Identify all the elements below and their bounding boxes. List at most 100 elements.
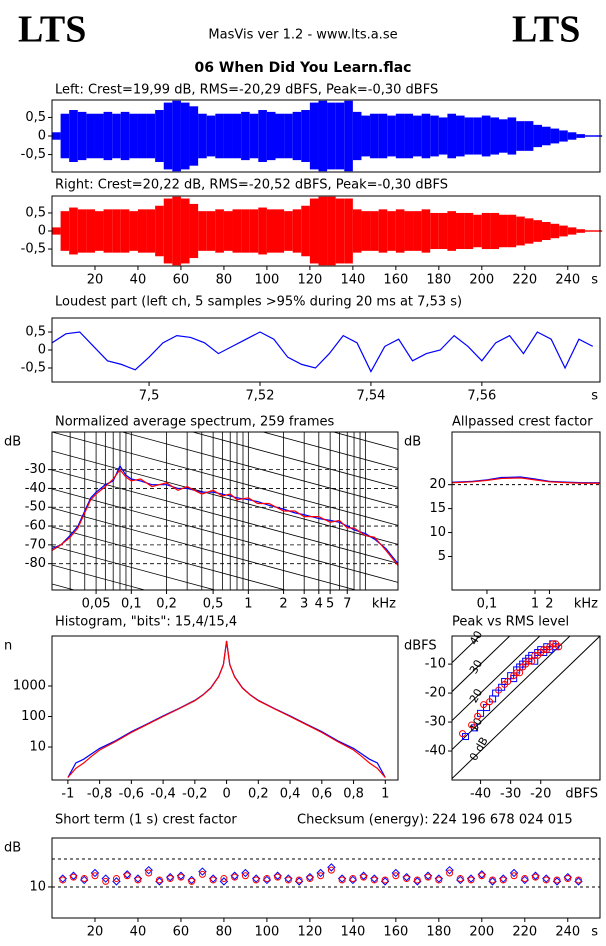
point [521,875,529,883]
x-tick-label: 100 [254,925,279,940]
waveform-bin [421,113,431,159]
waveform-bin [232,209,242,253]
point [564,875,572,883]
point [134,876,142,884]
point [198,867,207,876]
point [59,876,67,884]
x-tick-label: 200 [469,273,494,288]
y-unit: dB [4,841,21,856]
waveform-bin [576,229,585,233]
x-tick-label: 7,56 [467,389,496,404]
waveform-bin [447,211,457,251]
x-tick-label: 120 [297,925,322,940]
panel-title: Allpassed crest factor [452,415,593,430]
waveform-bin [456,212,465,250]
x-tick-label: 5 [326,597,334,612]
waveform-bin [52,132,61,140]
x-tick-label: 180 [426,925,451,940]
plot-frame [51,431,399,591]
point [198,870,206,878]
crest-line [452,636,571,751]
x-tick-label: 40 [130,925,147,940]
point [327,863,336,872]
logo-right: LTS [512,9,580,51]
waveform-bin [516,216,525,246]
x-tick-label: 0,05 [82,597,111,612]
x-tick-label: 200 [469,925,494,940]
waveform-bin [309,102,319,170]
point [513,669,521,677]
point [155,876,163,884]
panel-title: Short term (1 s) crest factor [55,813,237,828]
x-tick-label: 0,2 [248,787,269,802]
waveform-bin [120,111,130,161]
waveform-bin [533,124,542,148]
x-tick-label: 3 [300,597,308,612]
waveform-bin [223,211,233,251]
x-unit: dBFS [565,787,598,802]
waveform-bin [430,212,439,250]
point [528,657,536,665]
waveform-bin [387,211,396,251]
diagonal-grid [331,432,398,450]
x-tick-label: 7,54 [356,389,385,404]
series-line [52,331,594,373]
point [525,657,533,665]
waveform-bin [498,119,508,153]
x-tick-label: 4 [315,597,323,612]
waveform-bin [163,198,173,264]
waveform-bin [490,117,499,155]
diagonal-grid [191,432,398,488]
plot-frame [451,635,601,781]
x-tick-label: 220 [512,925,537,940]
diagonal-grid [52,450,398,545]
y-tick-label: -30 [25,462,46,477]
x-tick-label: -0,4 [150,787,175,802]
waveform-bin [352,111,362,161]
point [446,869,454,877]
x-tick-label: 1 [244,597,252,612]
point [80,875,88,883]
y-tick-label: -20 [425,686,446,701]
waveform-bin [198,113,207,159]
point [574,877,583,886]
waveform-bin [284,211,293,251]
point [392,872,400,880]
x-tick-label: 160 [383,925,408,940]
point [380,877,390,886]
point [252,876,260,884]
waveform-bin [301,205,310,257]
point [532,873,540,881]
waveform-bin [137,209,147,253]
y-unit: dB [404,435,421,450]
plot-frame [51,635,399,781]
diagonal-grid [52,545,217,590]
y-tick-label: 10 [429,525,446,540]
point [177,873,185,881]
waveform-bin [112,209,121,253]
x-tick-label: 80 [216,273,233,288]
x-tick-label: 140 [340,273,365,288]
waveform-bin [370,113,379,159]
waveform-bin [86,209,95,253]
waveform-bin [490,212,499,250]
point [145,869,153,877]
x-tick-label: -0,8 [87,787,112,802]
x-tick-label: 140 [340,925,365,940]
x-tick-label: 0,8 [343,787,364,802]
point [510,675,518,683]
waveform-bin [335,102,345,170]
point [90,868,100,878]
waveform-bin [86,113,95,159]
waveform-bin [69,207,78,255]
point [166,875,174,883]
point [499,876,507,884]
waveform-bin [507,214,517,248]
waveform-bin [215,209,224,253]
point [509,868,519,878]
series-line [67,640,386,778]
point [381,876,389,884]
y-tick-label: -0,5 [21,147,46,162]
point [553,876,561,884]
